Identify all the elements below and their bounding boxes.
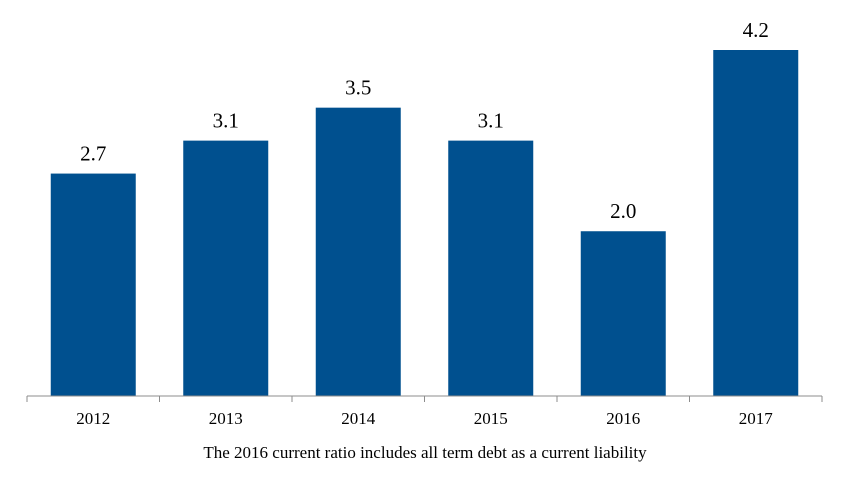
value-label-2012: 2.7 [80,142,106,166]
chart-footnote: The 2016 current ratio includes all term… [203,443,647,462]
value-label-2016: 2.0 [610,199,636,223]
value-label-2014: 3.5 [345,76,371,100]
bar-2012 [50,173,136,396]
x-tick-label-2013: 2013 [209,409,243,428]
x-tick-label-2014: 2014 [341,409,376,428]
bar-2017 [713,50,799,396]
bar-2014 [315,107,401,397]
bar-2013 [183,140,269,396]
bars-group [50,50,799,397]
x-tick-label-2017: 2017 [739,409,774,428]
x-axis-tick-labels: 2012 2013 2014 2015 2016 2017 [76,409,773,428]
bar-2015 [448,140,534,396]
value-label-2015: 3.1 [478,109,504,133]
value-label-2017: 4.2 [743,18,769,42]
x-tick-label-2016: 2016 [606,409,640,428]
value-labels-group: 2.7 3.1 3.5 3.1 2.0 4.2 [80,18,769,223]
x-tick-label-2015: 2015 [474,409,508,428]
x-tick-label-2012: 2012 [76,409,110,428]
x-axis-ticks [26,396,823,402]
value-label-2013: 3.1 [213,109,239,133]
bar-2016 [580,231,666,396]
